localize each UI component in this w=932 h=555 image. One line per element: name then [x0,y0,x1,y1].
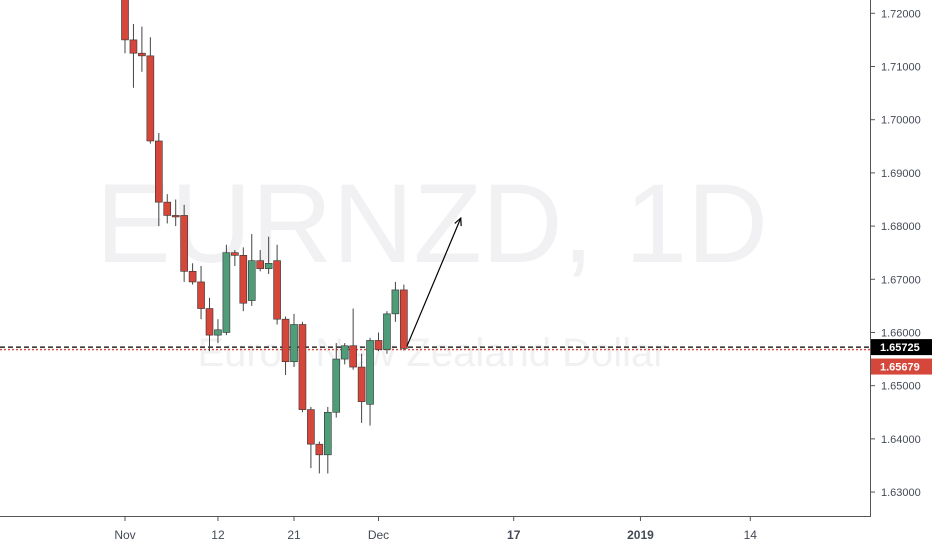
candle-body-down [188,270,197,283]
candle-body-up [247,260,256,301]
secondary-price-badge-text: 1.65679 [880,362,920,374]
candle [383,311,391,354]
candle [163,194,172,224]
candle [171,199,180,227]
price-axis-ticks: 1.72000 1.71000 1.70000 1.69000 1.68000 1.670… [871,8,921,499]
trend-arrow[interactable] [406,216,462,347]
date-tick-label: 17 [507,528,521,542]
candle-body-up [383,313,391,350]
current-price-badge: 1.65725 [871,339,932,356]
candle [391,281,400,322]
candle-body-down [349,345,357,368]
secondary-price-badge: 1.65679 [871,358,932,375]
price-tick-label: 1.70000 [881,115,921,127]
candle [256,250,265,272]
candle-body-down [205,308,214,336]
date-tick-label: 21 [287,528,301,542]
candle [180,204,188,282]
candle [214,319,222,344]
candle [307,406,315,469]
price-tick-label: 1.65000 [881,381,921,393]
candle [129,23,138,88]
candle [290,313,298,368]
candle-body-down [298,324,307,410]
candle-body-down [231,252,239,256]
candle-body-up [332,358,341,413]
candle-body-down [146,55,155,142]
candle-body-down [138,52,146,57]
candle [315,441,324,474]
candle-body-down [163,201,172,216]
candle [281,316,290,376]
candle [264,236,273,274]
candle-body-up [323,411,332,456]
candle [400,284,408,351]
arrow-head [454,216,462,227]
candle-body-down [315,443,324,456]
candle-body-down [171,215,180,218]
candle [146,37,155,144]
price-tick-label: 1.67000 [881,274,921,286]
candle [273,244,281,325]
candle-body-up [290,324,298,363]
candle-body-down [374,340,383,350]
candle [340,343,349,365]
date-tick-label: Dec [368,528,389,542]
candle-body-up [214,329,222,336]
candle [222,244,231,336]
candle [155,132,163,227]
candle-body-down [273,260,281,320]
candle [357,353,366,423]
arrow-shaft [406,217,462,347]
date-tick-label: Nov [114,528,135,542]
watermark-symbol: EURNZD, 1D [96,161,768,286]
watermark-description: Euro / New Zealand Dollar [197,331,666,375]
candle-body-up [366,340,374,405]
candle-body-down [197,281,205,309]
candle-body-down [357,366,366,402]
candle [323,406,332,474]
candle [197,265,205,320]
candle-body-down [155,140,163,203]
date-tick-label: 14 [744,528,758,542]
price-tick-label: 1.68000 [881,221,921,233]
candle-body-down [239,255,248,304]
price-tick-label: 1.66000 [881,327,921,339]
candle-body-down [400,289,408,349]
candle-body-up [264,263,273,269]
candle-body-down [180,215,188,272]
candle-body-up [340,345,349,360]
candle-body-down [129,39,138,54]
candle-body-up [222,252,231,333]
price-tick-label: 1.71000 [881,61,921,73]
date-axis-ticks: Nov 12 21 Dec 17 2019 14 [114,517,757,542]
candle [247,234,256,306]
current-price-badge-text: 1.65725 [880,342,920,354]
candle-body-down [307,409,315,445]
candle-body-down [256,260,265,269]
candle [298,321,307,413]
price-tick-label: 1.64000 [881,434,921,446]
candle [349,308,357,370]
candle [121,0,129,54]
candle [374,332,383,352]
candle [366,337,374,426]
candle [205,297,214,352]
candle-body-down [281,318,290,363]
price-tick-label: 1.63000 [881,487,921,499]
price-tick-label: 1.69000 [881,168,921,180]
candle [138,26,146,72]
candle [231,250,239,266]
candle-body-up [391,289,400,315]
candle-body-down [121,0,129,41]
candle [332,343,341,418]
candle [239,247,248,312]
date-tick-label: 2019 [627,528,654,542]
candle [188,263,197,285]
date-tick-label: 12 [211,528,225,542]
candles-group [121,0,408,474]
price-tick-label: 1.72000 [881,8,921,20]
